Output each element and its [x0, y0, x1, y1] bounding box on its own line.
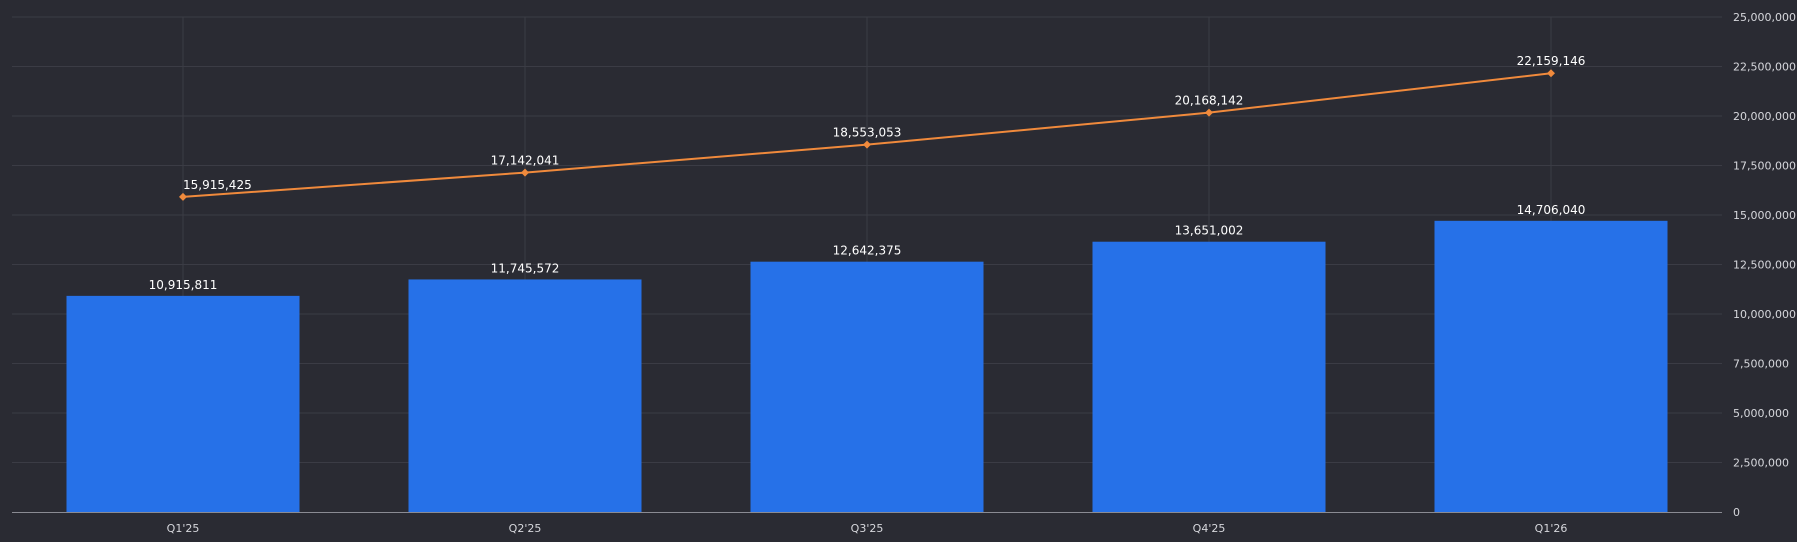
- y-tick-label: 17,500,000: [1733, 160, 1796, 173]
- y-tick-label: 10,000,000: [1733, 308, 1796, 321]
- bar-data-label: 11,745,572: [491, 261, 560, 275]
- line-data-label: 18,553,053: [833, 126, 902, 140]
- x-tick-label: Q3'25: [851, 522, 884, 535]
- line-series: 15,915,425 17,142,041 18,553,053 20,168,142…: [179, 54, 1585, 201]
- y-tick-label: 12,500,000: [1733, 259, 1796, 272]
- line-data-label: 15,915,425: [183, 178, 252, 192]
- y-axis-ticks: 0 2,500,000 5,000,000 7,500,000 10,000,000 12…: [1733, 11, 1796, 519]
- y-tick-label: 25,000,000: [1733, 11, 1796, 24]
- y-tick-label: 5,000,000: [1733, 407, 1789, 420]
- x-axis-ticks: Q1'25 Q2'25 Q3'25 Q4'25 Q1'26: [167, 522, 1568, 535]
- y-tick-label: 22,500,000: [1733, 61, 1796, 74]
- y-tick-label: 7,500,000: [1733, 358, 1789, 371]
- bar: [408, 279, 642, 512]
- bar-data-label: 12,642,375: [833, 244, 902, 258]
- line-data-label: 17,142,041: [491, 154, 560, 168]
- line-point: [863, 140, 871, 149]
- bar-data-label: 10,915,811: [149, 278, 218, 292]
- y-tick-label: 15,000,000: [1733, 209, 1796, 222]
- x-tick-label: Q2'25: [509, 522, 542, 535]
- bar-data-label: 14,706,040: [1517, 203, 1586, 217]
- bar: [66, 295, 300, 512]
- bar: [750, 261, 984, 512]
- x-tick-label: Q4'25: [1193, 522, 1226, 535]
- line-point: [1547, 69, 1555, 78]
- bar: [1092, 241, 1326, 513]
- y-tick-label: 20,000,000: [1733, 110, 1796, 123]
- line-point: [521, 168, 529, 177]
- line-data-label: 22,159,146: [1517, 54, 1586, 68]
- x-tick-label: Q1'26: [1535, 522, 1568, 535]
- bar-data-label: 13,651,002: [1175, 224, 1244, 238]
- line-point: [179, 192, 187, 201]
- line-data-label: 20,168,142: [1175, 94, 1244, 108]
- y-tick-label: 2,500,000: [1733, 457, 1789, 470]
- x-tick-label: Q1'25: [167, 522, 200, 535]
- bar-series: 10,915,811 11,745,572 12,642,375 13,651,002…: [66, 203, 1668, 513]
- bar: [1434, 220, 1668, 512]
- line-point: [1205, 108, 1213, 117]
- y-tick-label: 0: [1733, 506, 1740, 519]
